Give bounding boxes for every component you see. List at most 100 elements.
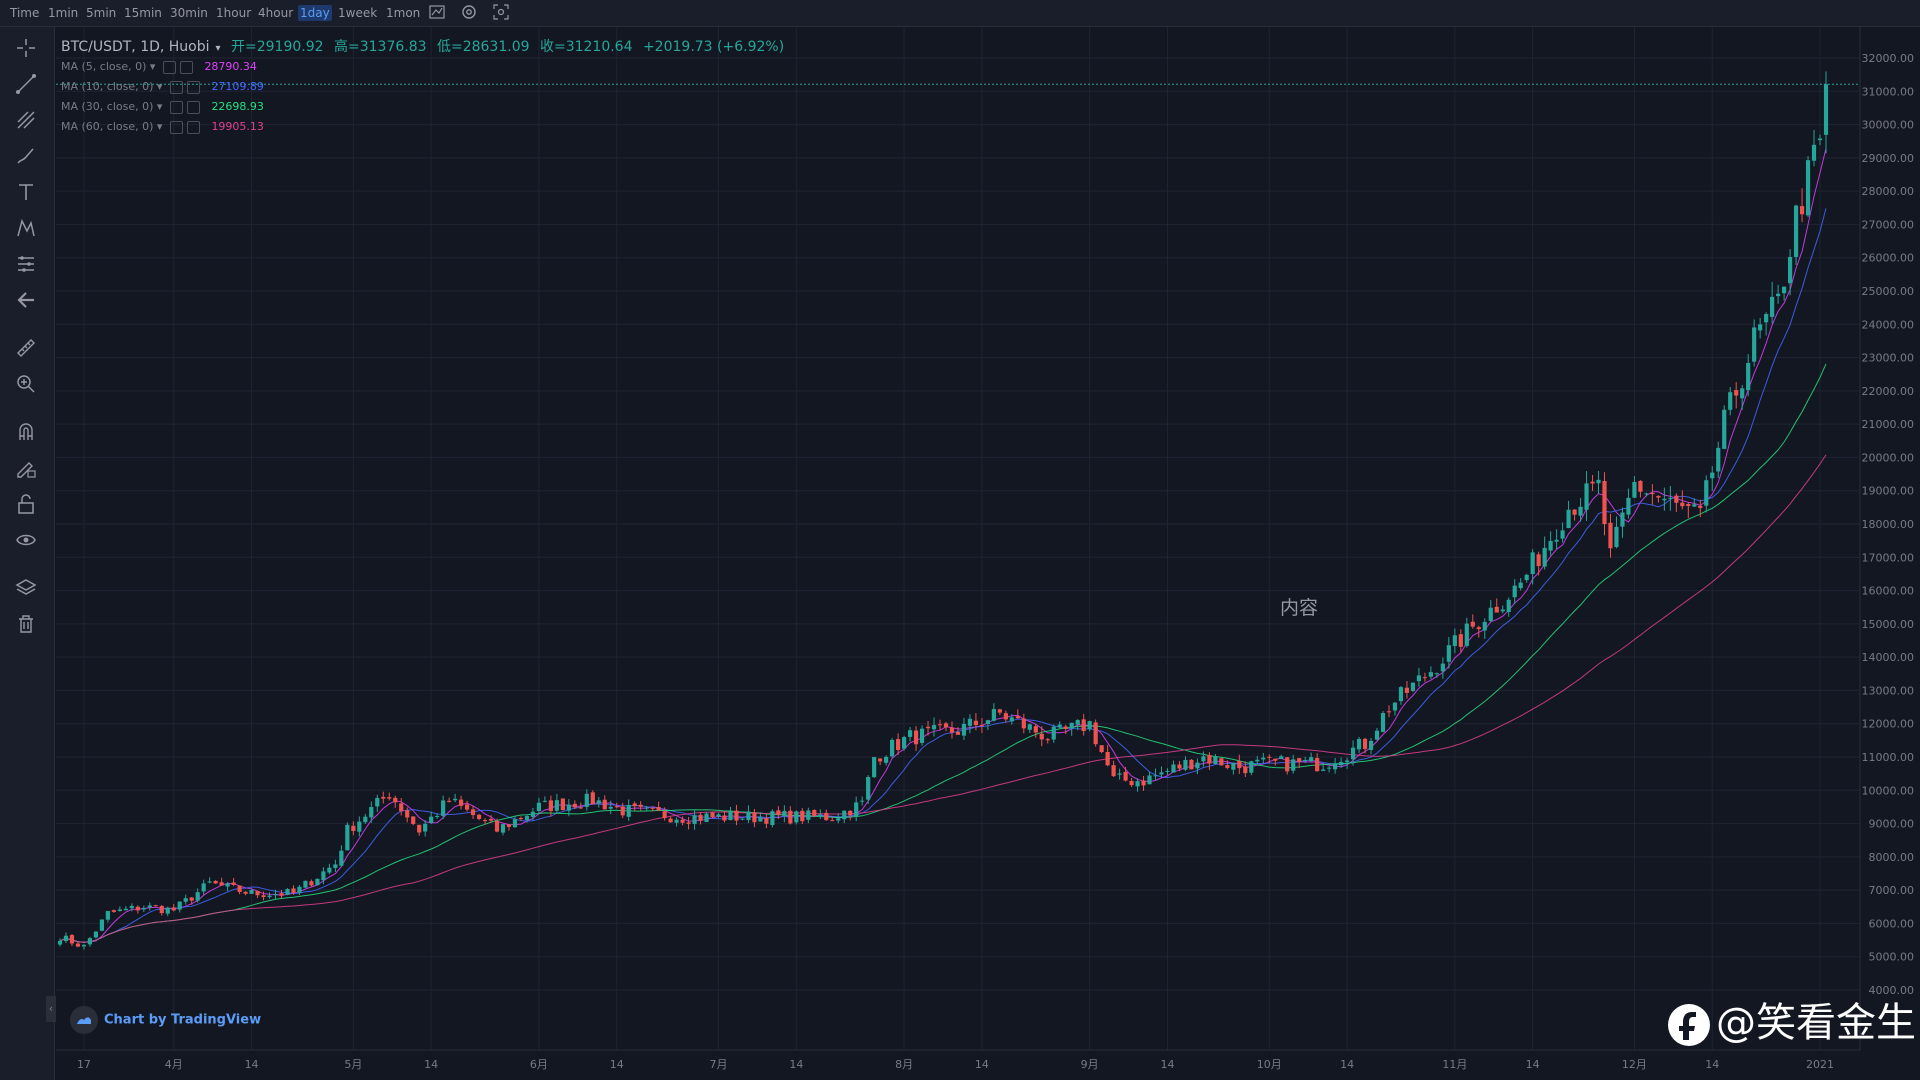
ma-10-legend[interactable]: MA (10, close, 0) ▾ 27109.89: [61, 80, 264, 94]
candle-body: [1470, 621, 1475, 627]
y-tick-label: 31000.00: [1862, 85, 1915, 98]
candle-body: [441, 800, 446, 816]
y-tick-label: 14000.00: [1862, 651, 1915, 664]
candle-body: [207, 881, 212, 883]
x-tick-label: 11月: [1442, 1058, 1467, 1071]
timeframe-time[interactable]: Time: [10, 6, 40, 20]
x-tick-label: 6月: [530, 1058, 548, 1071]
timeframe-5min[interactable]: 5min: [86, 6, 117, 20]
close-icon[interactable]: [179, 60, 193, 74]
brush-icon[interactable]: [15, 145, 37, 167]
drawing-toolbar: [0, 27, 55, 1080]
candle-body: [1787, 256, 1793, 284]
chevron-down-icon[interactable]: ▾: [215, 43, 221, 54]
candle-body: [1057, 724, 1062, 728]
close-icon[interactable]: [186, 100, 200, 114]
candle-body: [878, 758, 883, 762]
candle-body: [1195, 762, 1200, 769]
fib-icon[interactable]: [15, 109, 37, 131]
ma-30-line: [59, 363, 1827, 943]
trendline-icon[interactable]: [15, 73, 37, 95]
candle-body: [524, 815, 530, 821]
candle-body: [991, 709, 996, 721]
text-icon[interactable]: [15, 181, 37, 203]
ruler-icon[interactable]: [15, 337, 37, 359]
candle-body: [955, 731, 961, 735]
candle-body: [866, 776, 871, 800]
candle-body: [285, 888, 290, 895]
collapse-toolbar-button[interactable]: ‹: [46, 996, 56, 1022]
candle-body: [925, 726, 931, 729]
y-tick-label: 16000.00: [1862, 585, 1915, 598]
screenshot-icon[interactable]: [492, 3, 510, 21]
ma-60-value: 19905.13: [211, 120, 264, 133]
indicator-icon[interactable]: [428, 3, 446, 21]
candle-body: [1590, 481, 1595, 484]
candle-body: [836, 818, 841, 821]
settings-icon[interactable]: [460, 3, 478, 21]
candle-body: [1554, 539, 1559, 542]
y-tick-label: 28000.00: [1862, 185, 1915, 198]
candle-body: [776, 810, 781, 816]
timeframe-1day[interactable]: 1day: [298, 5, 332, 21]
candle-body: [447, 800, 452, 802]
timeframe-1week[interactable]: 1week: [338, 6, 378, 20]
candle-body: [1572, 509, 1577, 515]
back-arrow-icon[interactable]: [15, 289, 37, 311]
candle-body: [1512, 585, 1517, 598]
candle-body: [602, 799, 607, 810]
high-value: 高=31376.83: [334, 39, 427, 55]
candle-body: [1117, 773, 1122, 775]
zoom-in-icon[interactable]: [15, 373, 37, 395]
candle-body: [1698, 505, 1703, 508]
timeframe-1mon[interactable]: 1mon: [386, 6, 421, 20]
timeframe-30min[interactable]: 30min: [170, 6, 208, 20]
close-icon[interactable]: [186, 80, 200, 94]
ma-5-legend[interactable]: MA (5, close, 0) ▾ 28790.34: [61, 60, 257, 74]
ma-30-legend[interactable]: MA (30, close, 0) ▾ 22698.93: [61, 100, 264, 114]
candle-body: [381, 796, 386, 799]
candle-body: [387, 797, 392, 799]
timeframe-4hour[interactable]: 4hour: [258, 6, 294, 20]
candle-body: [1536, 554, 1541, 567]
ma-60-legend[interactable]: MA (60, close, 0) ▾ 19905.13: [61, 120, 264, 134]
timeframe-15min[interactable]: 15min: [124, 6, 162, 20]
candle-body: [716, 814, 721, 817]
timeframe-1min[interactable]: 1min: [48, 6, 79, 20]
candle-body: [674, 819, 679, 823]
magnet-icon[interactable]: [15, 421, 37, 443]
y-tick-label: 20000.00: [1862, 451, 1915, 464]
settings-icon[interactable]: [169, 120, 183, 134]
candle-body: [686, 822, 691, 824]
candle-body: [1799, 206, 1805, 215]
trash-icon[interactable]: [15, 613, 37, 635]
candle-body: [1716, 447, 1721, 472]
crosshair-icon[interactable]: [15, 37, 37, 59]
symbol-selector[interactable]: BTC/USDT, 1D, Huobi: [61, 39, 210, 55]
layers-icon[interactable]: [15, 577, 37, 599]
candle-body: [560, 798, 565, 811]
x-tick-label: 9月: [1081, 1058, 1099, 1071]
candle-body: [327, 867, 332, 873]
tradingview-badge[interactable]: Chart by TradingView: [70, 1006, 261, 1034]
eye-icon[interactable]: [15, 529, 37, 551]
candle-body: [1231, 762, 1236, 770]
close-icon[interactable]: [186, 120, 200, 134]
y-tick-label: 4000.00: [1869, 984, 1915, 997]
candle-body: [99, 919, 105, 931]
settings-icon[interactable]: [162, 60, 176, 74]
settings-icon[interactable]: [169, 80, 183, 94]
pattern-icon[interactable]: [15, 217, 37, 239]
candle-body: [824, 812, 829, 821]
timeframe-1hour[interactable]: 1hour: [216, 6, 252, 20]
candle-body: [1177, 764, 1182, 769]
candle-body: [93, 931, 99, 938]
candle-body: [884, 756, 889, 763]
candle-body: [1518, 582, 1523, 589]
measure-lines-icon[interactable]: [15, 253, 37, 275]
settings-icon[interactable]: [169, 100, 183, 114]
y-tick-label: 7000.00: [1869, 884, 1915, 897]
lock-icon[interactable]: [15, 493, 37, 515]
lock-pencil-icon[interactable]: [15, 457, 37, 479]
